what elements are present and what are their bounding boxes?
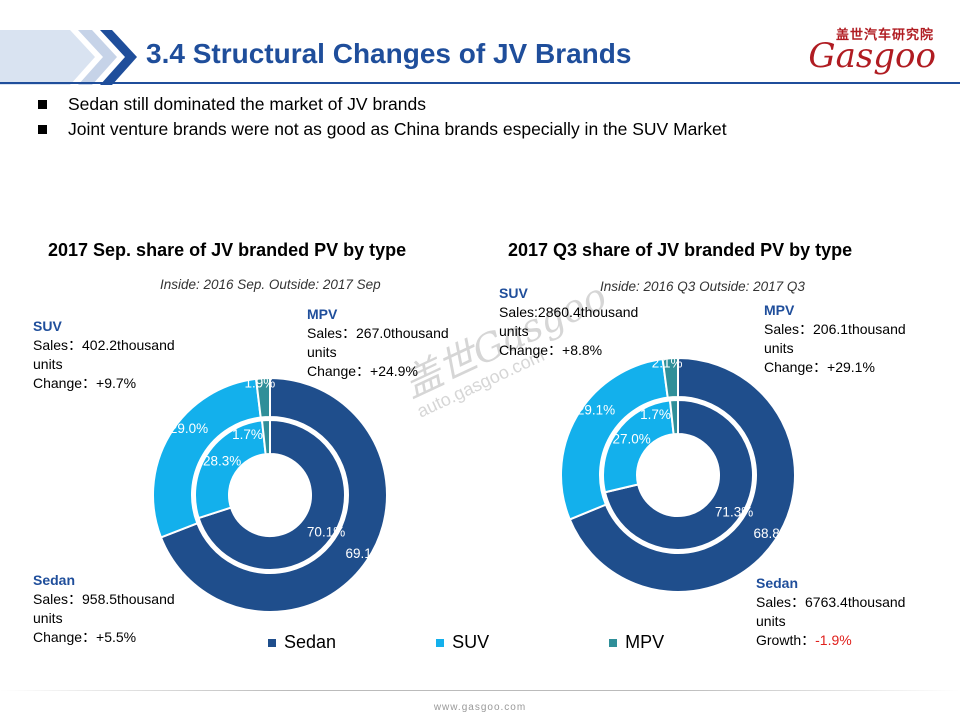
annotation-change: Growth：-1.9% [756,631,905,650]
annotation-sales: Sales：958.5thousand [33,591,175,607]
chart2-inner-label-suv: 27.0% [612,432,650,447]
chart2-outer-label-mpv: 2.1% [652,356,683,371]
legend-item-mpv: MPV [609,632,664,653]
logo-cn-text: 盖世汽车研究院 [835,27,934,42]
chart2-outer-slice-mpv [661,356,679,399]
chart2-outer-label-sedan: 68.8% [754,526,792,541]
annotation-name: Sedan [33,572,76,588]
chart1-inner-slice-mpv [260,418,271,456]
chart1-outer-label-suv: 29.0% [170,421,208,436]
chart1-inner-label-suv: 28.3% [203,453,241,468]
chart1-outer-slice-mpv [254,376,271,419]
chart2-outer-label-suv: 29.1% [577,402,615,417]
legend-swatch-suv [436,638,445,647]
chart2-suv-annotation: SUV Sales:2860.4thousand units Change：+8… [499,284,638,360]
chart1-outer-label-mpv: 1.9% [244,375,275,390]
chart1-suv-annotation: SUV Sales：402.2thousand units Change：+9.… [33,317,175,393]
chart2-inner-label-sedan: 71.3% [715,505,753,520]
annotation-change: Change：+5.5% [33,629,137,645]
chart1-inner-label-sedan: 70.1% [307,525,345,540]
annotation-units: units [756,613,786,629]
annotation-name: SUV [33,318,62,334]
header-chevron-decoration [0,30,137,85]
annotation-sales: Sales：267.0thousand [307,325,449,341]
annotation-name: Sedan [756,575,799,591]
chart2-title: 2017 Q3 share of JV branded PV by type [508,240,853,260]
chart1-outer-slice-sedan [159,376,388,613]
chart1-outer-label-sedan: 69.1% [346,546,384,561]
annotation-units: units [764,340,794,356]
legend-label: SUV [452,632,490,652]
annotation-change-label: Growth： [756,632,816,648]
chart1-subtitle: Inside: 2016 Sep. Outside: 2017 Sep [160,277,381,292]
legend-item-sedan: Sedan [268,632,336,653]
chart2-inner-slice-sedan [603,398,754,551]
annotation-change: Change：+9.7% [33,375,137,391]
chart1-inner-slice-suv [194,419,267,520]
legend-label: MPV [625,632,665,652]
annotation-change: Change：+29.1% [764,359,875,375]
bullet-item: Joint venture brands were not as good as… [38,117,727,142]
annotation-units: units [33,610,63,626]
chart2-sedan-annotation: Sedan Sales：6763.4thousand units Growth：… [756,574,905,650]
chart2-mpv-annotation: MPV Sales：206.1thousand units Change：+29… [764,301,906,377]
legend-swatch-mpv [609,638,618,647]
logo-en-text: Gasgoo [808,36,936,76]
chart2-donut: 68.8% 29.1% 2.1% 71.3% 27.0% 1.7% [560,356,796,593]
annotation-sales: Sales：206.1thousand [764,321,906,337]
annotation-units: units [499,323,529,339]
chart2-inner-label-mpv: 1.7% [640,407,671,422]
chart2-inner-slice-mpv [668,398,679,436]
annotation-name: MPV [764,302,795,318]
chart1-mpv-annotation: MPV Sales：267.0thousand units Change：+24… [307,305,449,381]
bullet-list: Sedan still dominated the market of JV b… [38,92,727,142]
bullet-item: Sedan still dominated the market of JV b… [38,92,727,117]
annotation-units: units [33,356,63,372]
footer-divider [0,690,960,691]
gasgoo-logo: 盖世汽车研究院 Gasgoo [790,22,950,77]
annotation-sales: Sales:2860.4thousand [499,304,639,320]
legend-item-suv: SUV [436,632,489,653]
bullet-square-icon [38,125,47,134]
chart-legend: Sedan SUV MPV [268,632,704,653]
footer-url: www.gasgoo.com [433,702,527,713]
bullet-text: Sedan still dominated the market of JV b… [68,94,426,114]
annotation-name: SUV [499,285,528,301]
header-divider [0,82,960,84]
legend-swatch-sedan [268,638,276,647]
annotation-units: units [307,344,337,360]
chart1-sedan-annotation: Sedan Sales：958.5thousand units Change：+… [33,571,175,647]
bullet-square-icon [38,100,47,109]
annotation-change: Change：+8.8% [499,342,603,358]
chart2-subtitle: Inside: 2016 Q3 Outside: 2017 Q3 [600,279,805,294]
bullet-text: Joint venture brands were not as good as… [68,119,727,139]
page-title: 3.4 Structural Changes of JV Brands [146,38,632,69]
annotation-change-value: -1.9% [815,632,852,648]
chart1-title: 2017 Sep. share of JV branded PV by type [48,240,407,260]
annotation-sales: Sales：402.2thousand [33,337,175,353]
chart1-donut: 69.1% 29.0% 1.9% 70.1% 28.3% 1.7% [152,375,388,613]
annotation-name: MPV [307,306,338,322]
chart1-inner-label-mpv: 1.7% [232,427,263,442]
annotation-change: Change：+24.9% [307,363,418,379]
chart1-inner-slice-sedan [197,418,346,571]
chart2-outer-slice-sedan [568,356,796,593]
annotation-sales: Sales：6763.4thousand [756,594,906,610]
legend-label: Sedan [284,632,337,652]
